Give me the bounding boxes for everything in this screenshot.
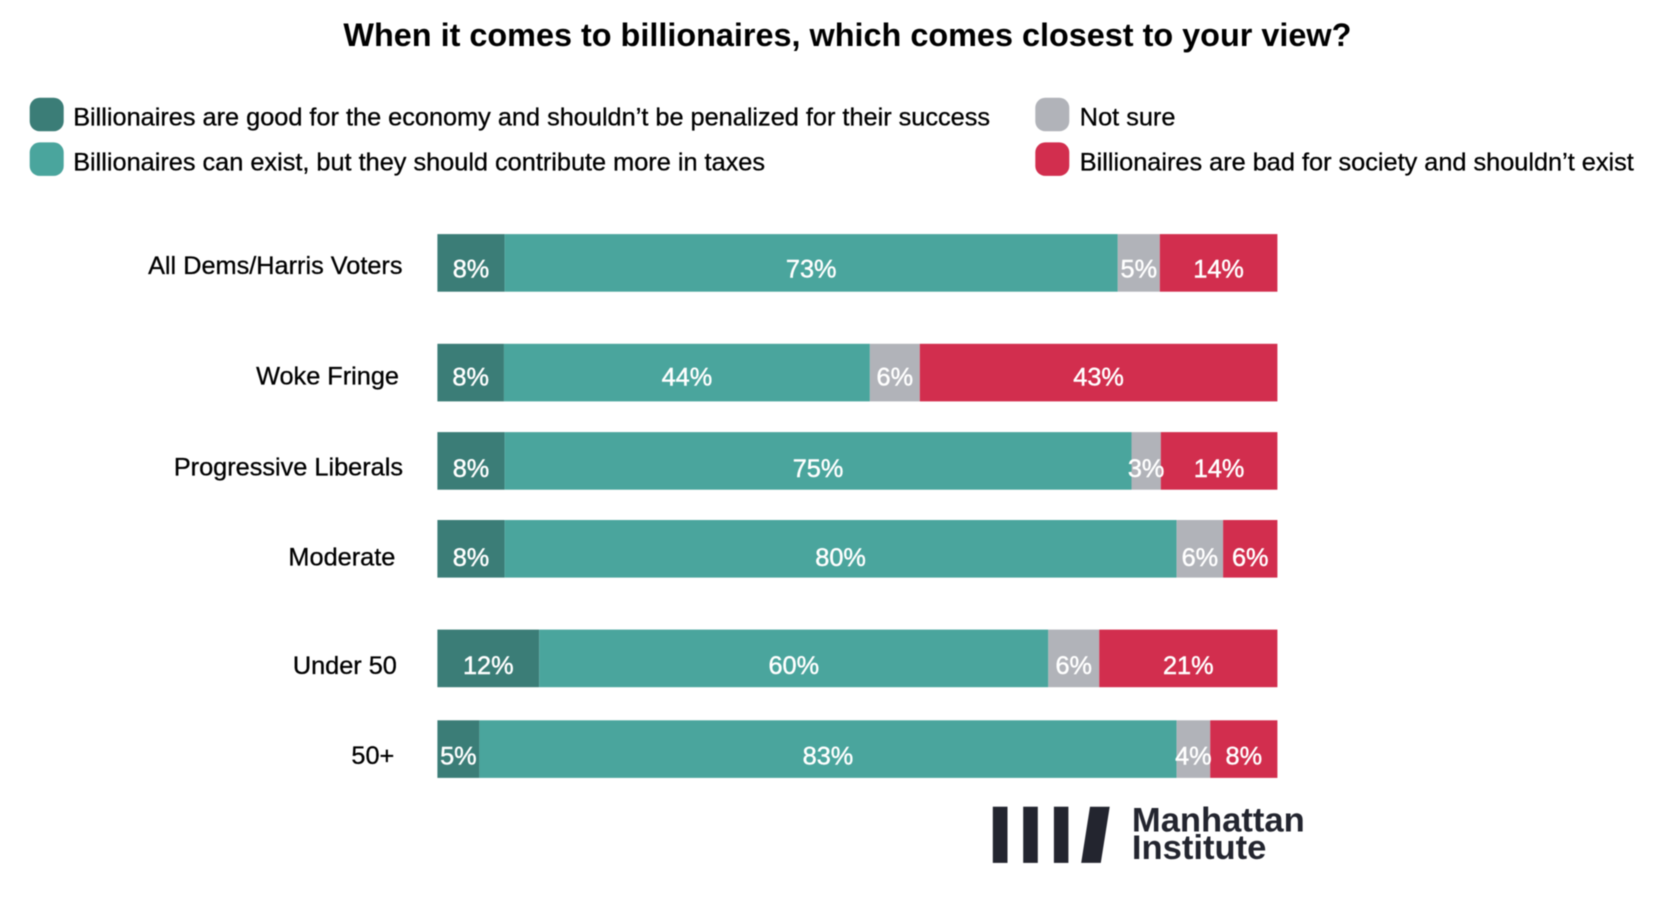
svg-text:6%: 6% <box>1232 544 1269 572</box>
svg-text:Billionaires can exist, but th: Billionaires can exist, but they should … <box>73 149 765 177</box>
svg-text:44%: 44% <box>662 364 713 392</box>
svg-text:5%: 5% <box>1121 255 1158 283</box>
svg-text:8%: 8% <box>453 455 490 483</box>
svg-text:14%: 14% <box>1193 255 1244 283</box>
svg-text:43%: 43% <box>1073 364 1124 392</box>
svg-text:5%: 5% <box>440 743 477 771</box>
svg-text:80%: 80% <box>815 544 866 572</box>
svg-text:Billionaires are good for the: Billionaires are good for the economy an… <box>73 104 990 132</box>
svg-text:Under 50: Under 50 <box>293 652 397 680</box>
svg-text:6%: 6% <box>1182 544 1219 572</box>
svg-text:60%: 60% <box>768 652 819 680</box>
svg-text:75%: 75% <box>793 455 844 483</box>
svg-text:50+: 50+ <box>351 742 394 770</box>
svg-text:Moderate: Moderate <box>288 544 395 572</box>
svg-text:8%: 8% <box>452 364 489 392</box>
svg-text:6%: 6% <box>1055 652 1092 680</box>
svg-text:Institute: Institute <box>1132 829 1266 867</box>
svg-text:Progressive Liberals: Progressive Liberals <box>174 453 403 481</box>
svg-text:73%: 73% <box>786 255 837 283</box>
svg-text:Billionaires are bad for socie: Billionaires are bad for society and sho… <box>1080 149 1634 177</box>
svg-text:Not sure: Not sure <box>1080 104 1176 132</box>
svg-text:Manhattan: Manhattan <box>1132 802 1305 840</box>
svg-text:83%: 83% <box>803 743 854 771</box>
svg-text:14%: 14% <box>1194 455 1245 483</box>
svg-text:Woke Fringe: Woke Fringe <box>256 363 399 391</box>
svg-text:8%: 8% <box>453 255 490 283</box>
svg-text:3%: 3% <box>1128 455 1165 483</box>
svg-text:8%: 8% <box>453 544 490 572</box>
svg-text:4%: 4% <box>1175 743 1212 771</box>
svg-text:8%: 8% <box>1226 743 1263 771</box>
svg-text:When it comes to billionaires,: When it comes to billionaires, which com… <box>343 17 1351 53</box>
svg-text:6%: 6% <box>877 364 914 392</box>
svg-text:All Dems/Harris Voters: All Dems/Harris Voters <box>148 252 402 280</box>
svg-text:12%: 12% <box>463 652 514 680</box>
svg-text:21%: 21% <box>1163 652 1214 680</box>
